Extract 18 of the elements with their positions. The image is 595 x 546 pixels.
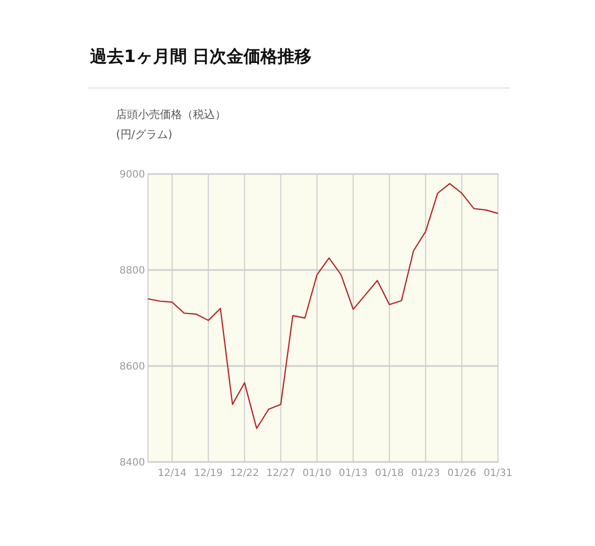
y-tick-label: 9000 <box>120 170 145 180</box>
x-tick-label: 01/18 <box>374 468 404 479</box>
x-tick-label: 12/27 <box>266 468 296 479</box>
chart-subtitle: 店頭小売価格（税込） <box>116 108 226 121</box>
x-tick-label: 12/19 <box>194 468 223 479</box>
x-tick-label: 12/22 <box>230 468 259 479</box>
x-tick-label: 01/23 <box>411 468 440 479</box>
x-tick-label: 01/31 <box>484 468 512 479</box>
y-axis-title: (円/グラム) <box>116 128 172 141</box>
x-tick-label: 12/14 <box>158 468 187 479</box>
x-tick-label: 01/26 <box>447 468 476 479</box>
x-tick-label: 01/10 <box>302 468 332 479</box>
y-tick-label: 8400 <box>120 458 145 468</box>
line-series <box>147 183 499 429</box>
y-tick-label: 8600 <box>120 362 145 372</box>
chart-title: 過去1ヶ月間 日次金価格推移 <box>89 47 312 67</box>
y-tick-label: 8800 <box>120 266 145 276</box>
x-tick-label: 01/13 <box>338 468 368 479</box>
